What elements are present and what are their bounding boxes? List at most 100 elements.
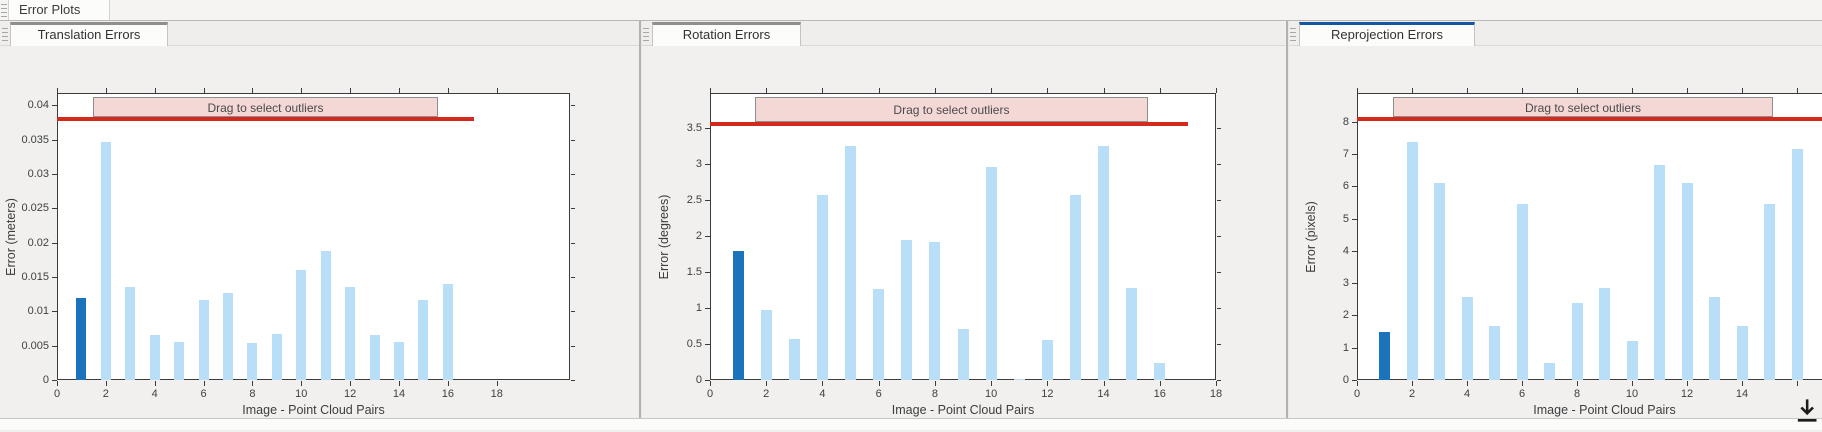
error-bar[interactable] [901,239,913,380]
error-bar[interactable] [1764,204,1775,380]
outlier-threshold-line[interactable] [710,121,1188,126]
error-bar[interactable] [296,270,307,380]
x-tick-label: 14 [1097,388,1110,400]
x-axis-tick [154,381,156,386]
error-bar[interactable] [320,250,331,380]
error-bar[interactable] [125,287,136,380]
drag-select-outliers-banner[interactable]: Drag to select outliers [92,97,439,118]
y-axis-tick [52,105,57,107]
x-tick-label: 6 [875,388,882,400]
error-bar[interactable] [100,141,111,380]
y-axis-tick [52,345,57,347]
error-bar[interactable] [442,283,453,380]
y-tick-label: 3 [695,158,702,171]
error-bar[interactable] [1434,183,1445,380]
error-bar[interactable] [1041,339,1053,380]
x-axis-tick [822,381,824,386]
error-bar[interactable] [816,195,828,380]
error-bar[interactable] [1681,183,1693,380]
selected-error-bar[interactable] [1379,331,1390,380]
error-bar[interactable] [1069,195,1081,380]
bottom-edge-strip [0,418,1822,430]
x-axis-tick [350,381,352,386]
x-tick-label: 14 [392,388,406,400]
tab-rotation-errors[interactable]: Rotation Errors [652,22,801,46]
error-bar[interactable] [1461,297,1473,380]
x-axis-tick [203,381,205,386]
y-tick-label: 0.005 [21,339,49,352]
x-tick-label: 18 [1209,388,1223,400]
drag-grip-icon[interactable] [643,28,649,41]
error-bar[interactable] [1654,164,1665,380]
error-bar[interactable] [198,299,209,380]
outlier-threshold-line[interactable] [57,117,474,122]
drag-grip-icon[interactable] [1290,28,1296,41]
error-bar[interactable] [1154,362,1166,380]
error-bar[interactable] [929,241,941,380]
y-tick-label: 0.025 [21,202,49,215]
error-bar[interactable] [271,333,282,380]
y-tick-label: 0 [695,374,702,386]
error-bar[interactable] [1736,326,1748,380]
y-axis-tick [705,308,710,310]
error-bar[interactable] [149,334,160,380]
error-bar[interactable] [1126,287,1138,380]
error-bar[interactable] [1709,297,1720,380]
drag-select-outliers-banner[interactable]: Drag to select outliers [1393,97,1774,118]
drag-select-outliers-banner[interactable]: Drag to select outliers [754,97,1148,122]
x-axis-tick [399,381,400,386]
y-tick-label: 7 [1342,148,1349,161]
error-bar[interactable] [1489,326,1500,380]
error-bar[interactable] [223,293,233,380]
drag-grip-icon[interactable] [1,4,7,17]
x-axis-tick [496,88,498,93]
error-bar[interactable] [1516,204,1528,380]
y-axis-tick [1352,154,1357,156]
error-bar[interactable] [418,299,429,380]
plot-area[interactable] [57,93,570,380]
error-bar[interactable] [845,146,857,380]
error-bar[interactable] [1406,142,1418,380]
x-tick-label: 12 [1680,388,1694,400]
error-bar[interactable] [873,289,885,380]
tab-error-plots[interactable]: Error Plots [8,0,110,20]
error-bar[interactable] [1013,378,1025,380]
x-tick-label: 2 [102,388,109,400]
x-axis-tick [1412,381,1413,386]
error-bar[interactable] [1791,149,1803,380]
error-bar[interactable] [247,342,258,380]
error-bar[interactable] [1599,287,1610,380]
error-bar[interactable] [760,309,772,380]
export-download-icon[interactable] [1792,395,1820,427]
error-bar[interactable] [957,328,969,380]
y-axis-tick [52,277,57,278]
y-axis-tick [1217,344,1221,346]
error-bar[interactable] [369,334,380,380]
error-bar[interactable] [788,339,800,380]
error-bar[interactable] [1098,146,1110,380]
x-axis-tick [1412,88,1413,93]
y-tick-label: 8 [1342,115,1349,128]
drag-grip-icon[interactable] [2,28,8,41]
x-axis-tick [301,88,303,93]
selected-error-bar[interactable] [732,250,744,380]
outlier-threshold-line[interactable] [1357,117,1822,122]
plot-area[interactable] [1357,93,1822,380]
error-bar[interactable] [345,287,356,380]
x-axis-tick [1632,381,1633,386]
selected-error-bar[interactable] [76,297,87,380]
tab-reprojection-errors[interactable]: Reprojection Errors [1299,22,1475,46]
error-bar[interactable] [1544,362,1555,380]
y-tick-label: 1.5 [686,266,702,279]
x-axis-tick [350,88,352,93]
panel-splitter[interactable] [1286,21,1289,418]
x-axis-tick [496,381,498,386]
error-bar[interactable] [1626,341,1638,380]
x-axis-tick [57,88,58,93]
tab-translation-errors[interactable]: Translation Errors [10,22,168,46]
panel-splitter[interactable] [639,21,642,418]
error-bar[interactable] [985,167,997,380]
error-bar[interactable] [1571,303,1583,380]
error-bar[interactable] [394,342,404,380]
error-bar[interactable] [174,342,185,380]
